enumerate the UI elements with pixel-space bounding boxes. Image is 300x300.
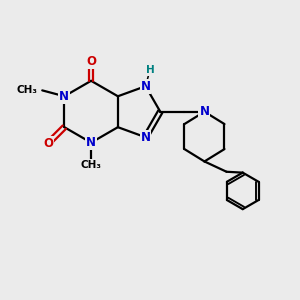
Text: CH₃: CH₃ [81,160,102,170]
Text: N: N [141,131,151,144]
Text: CH₃: CH₃ [17,85,38,95]
Text: O: O [43,137,53,150]
Text: H: H [146,65,154,75]
Text: N: N [86,136,96,149]
Text: N: N [200,105,209,118]
Text: O: O [86,55,96,68]
Text: N: N [141,80,151,93]
Text: N: N [59,90,69,103]
